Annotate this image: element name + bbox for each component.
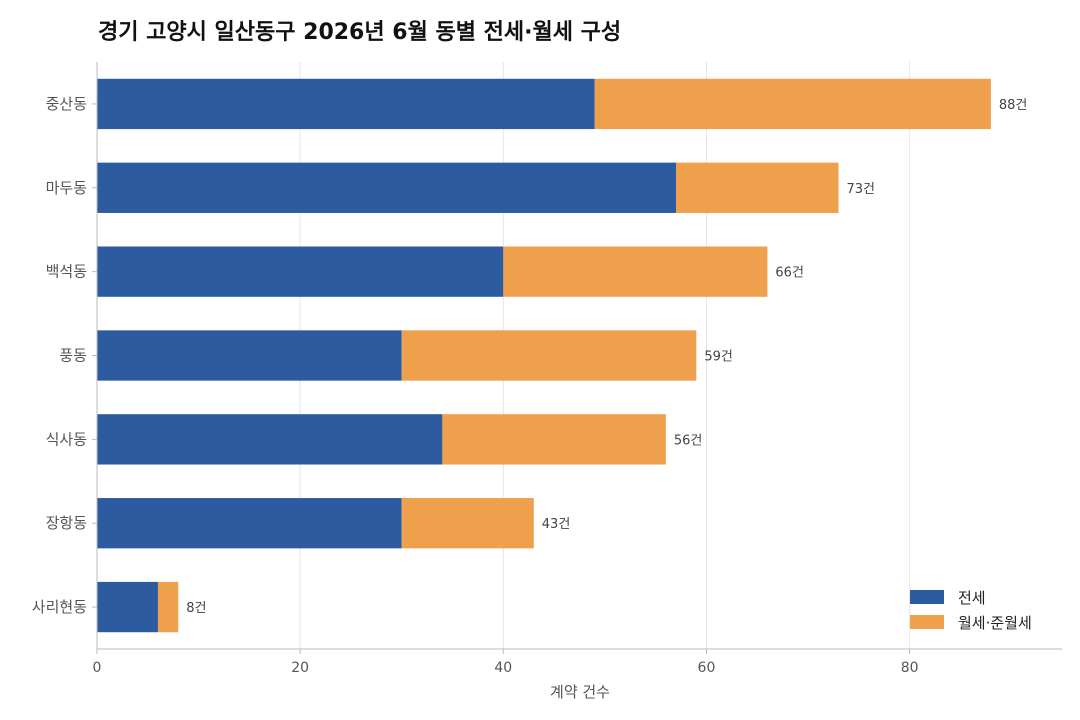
bar-segment-wolse (676, 162, 839, 213)
y-tick-label: 사리현동 (32, 598, 87, 616)
bar-segment-wolse (503, 246, 768, 297)
total-label: 73건 (847, 182, 876, 197)
bar-segment-jeonse (97, 78, 595, 130)
y-tick-label: 중산동 (46, 95, 88, 113)
bar-segment-jeonse (97, 414, 443, 465)
data-labels: 88건 73건 66건 59건 56건 43건 8건 (186, 98, 1027, 616)
bar-segment-jeonse (97, 498, 402, 549)
bar-segment-jeonse (97, 246, 504, 297)
x-axis-title: 계약 건수 (550, 683, 610, 701)
x-tick-label: 80 (901, 660, 919, 676)
legend-label: 전세 (958, 589, 986, 607)
x-tick-label: 0 (93, 660, 102, 676)
y-tick-label: 마두동 (46, 179, 88, 197)
bar-segment-wolse (401, 498, 534, 549)
bar-segment-wolse (594, 78, 991, 130)
x-tick-label: 20 (291, 660, 309, 676)
bars (97, 78, 991, 633)
bar-segment-jeonse (97, 581, 158, 633)
bar-segment-jeonse (97, 162, 676, 213)
legend-label: 월세·준월세 (958, 614, 1032, 632)
x-tick-label: 60 (698, 660, 716, 676)
total-label: 59건 (704, 350, 733, 365)
bar-segment-wolse (401, 330, 697, 381)
y-tick-label: 백석동 (46, 263, 88, 281)
y-tick-label: 장항동 (46, 514, 88, 532)
total-label: 56건 (674, 433, 703, 448)
y-tick-label: 풍동 (59, 347, 87, 365)
total-label: 43건 (542, 517, 571, 532)
bar-segment-jeonse (97, 330, 402, 381)
total-label: 66건 (775, 266, 804, 281)
legend-swatch (910, 590, 944, 604)
legend-swatch (910, 615, 944, 629)
x-tick-label: 40 (494, 660, 512, 676)
total-label: 88건 (999, 98, 1028, 113)
bar-segment-wolse (442, 414, 666, 465)
y-tick-label: 식사동 (46, 430, 88, 448)
total-label: 8건 (186, 601, 206, 616)
chart-title: 경기 고양시 일산동구 2026년 6월 동별 전세·월세 구성 (98, 20, 621, 45)
bar-segment-wolse (157, 581, 179, 633)
